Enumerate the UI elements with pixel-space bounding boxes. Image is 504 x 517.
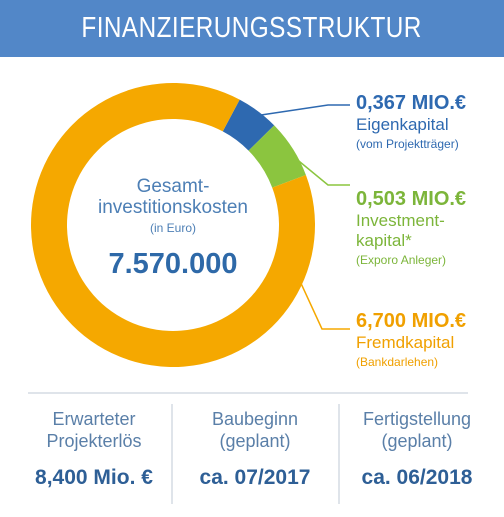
section-divider bbox=[28, 392, 468, 394]
header-bar: FINANZIERUNGSSTRUKTUR bbox=[0, 0, 504, 57]
column-divider bbox=[171, 404, 173, 504]
legend-note: (Bankdarlehen) bbox=[356, 355, 439, 369]
legend-item-eigenkapital: 0,367 MIO.€ Eigenkapital (vom Projektträ… bbox=[356, 92, 466, 151]
center-unit: (in Euro) bbox=[149, 221, 196, 235]
legend-item-fremdkapital: 6,700 MIO.€ Fremdkapital (Bankdarlehen) bbox=[356, 310, 466, 369]
legend-note: (Exporo Anleger) bbox=[356, 253, 447, 267]
center-total-value: 7.570.000 bbox=[108, 248, 238, 280]
slice-eigenkapital bbox=[222, 99, 275, 151]
stat-value: ca. 07/2017 bbox=[199, 466, 311, 489]
legend-name-line2: kapital* bbox=[356, 231, 412, 250]
stat-projekterloes: Erwarteter Projekterlös 8,400 Mio. € bbox=[20, 408, 168, 490]
stat-value: 8,400 Mio. € bbox=[35, 466, 153, 489]
stat-value: ca. 06/2018 bbox=[361, 466, 473, 489]
stat-label-line1: Baubeginn bbox=[211, 409, 299, 429]
center-label: Gesamt- investitionskosten bbox=[68, 176, 278, 218]
leader-line bbox=[296, 274, 350, 330]
legend-amount: 6,700 MIO.€ bbox=[356, 310, 467, 332]
center-label-line2: investitionskosten bbox=[98, 197, 248, 218]
stat-label-line2: Projekterlös bbox=[46, 431, 142, 451]
legend-item-investmentkapital: 0,503 MIO.€ Investment- kapital* (Exporo… bbox=[356, 188, 466, 267]
legend-note: (vom Projektträger) bbox=[356, 137, 459, 151]
stat-fertigstellung: Fertigstellung (geplant) ca. 06/2018 bbox=[342, 408, 492, 490]
legend-name: Eigenkapital bbox=[356, 115, 449, 134]
column-divider bbox=[338, 404, 340, 504]
legend-name: Fremdkapital bbox=[356, 333, 455, 352]
stat-baubeginn: Baubeginn (geplant) ca. 07/2017 bbox=[176, 408, 334, 490]
page-title: FINANZIERUNGSSTRUKTUR bbox=[81, 12, 423, 44]
leader-line bbox=[287, 151, 350, 186]
slice-investmentkapital bbox=[248, 125, 306, 188]
center-label-line1: Gesamt- bbox=[136, 176, 210, 197]
stat-label-line1: Fertigstellung bbox=[362, 409, 472, 429]
legend-amount: 0,367 MIO.€ bbox=[356, 92, 467, 114]
donut-chart bbox=[31, 82, 350, 367]
legend-name-line1: Investment- bbox=[356, 211, 445, 230]
leader-line bbox=[254, 104, 350, 117]
stat-label-line1: Erwarteter bbox=[52, 409, 136, 429]
legend-amount: 0,503 MIO.€ bbox=[356, 188, 467, 210]
stat-label-line2: (geplant) bbox=[381, 431, 453, 451]
stat-label-line2: (geplant) bbox=[219, 431, 291, 451]
